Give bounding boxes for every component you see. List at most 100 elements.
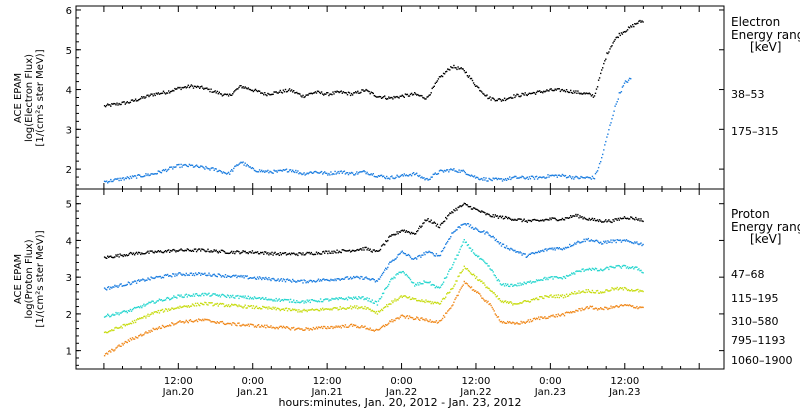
data-point xyxy=(618,306,620,308)
data-point xyxy=(455,297,457,299)
data-point xyxy=(373,310,375,313)
data-point xyxy=(215,168,217,170)
data-point xyxy=(154,302,156,304)
data-point xyxy=(263,170,265,172)
data-point xyxy=(405,93,408,96)
data-point xyxy=(373,279,375,281)
data-point xyxy=(446,312,448,314)
data-point xyxy=(181,166,183,168)
data-point xyxy=(295,301,297,304)
data-point xyxy=(109,316,111,318)
data-point xyxy=(351,325,354,327)
data-point xyxy=(213,293,215,295)
data-point xyxy=(502,301,505,304)
data-point xyxy=(171,90,173,92)
data-point xyxy=(418,94,420,97)
data-point xyxy=(511,283,513,286)
data-point xyxy=(122,177,124,179)
data-point xyxy=(528,281,531,283)
data-point xyxy=(424,301,426,304)
data-point xyxy=(211,251,213,253)
data-point xyxy=(638,268,640,270)
data-point xyxy=(524,220,526,222)
data-point xyxy=(214,293,216,295)
data-point xyxy=(575,293,577,295)
data-point xyxy=(492,235,494,238)
data-point xyxy=(483,260,485,262)
data-point xyxy=(119,103,121,106)
data-point xyxy=(261,169,263,172)
data-point xyxy=(258,253,261,255)
data-point xyxy=(137,253,139,255)
data-point xyxy=(524,282,526,285)
data-point xyxy=(584,217,586,220)
data-point xyxy=(513,219,515,221)
data-point xyxy=(200,274,202,276)
data-point xyxy=(161,300,164,302)
data-point xyxy=(182,321,184,323)
data-point xyxy=(627,304,630,307)
data-point xyxy=(293,171,295,173)
data-point xyxy=(240,295,242,298)
data-point xyxy=(283,91,286,93)
data-point xyxy=(583,309,585,311)
data-point xyxy=(540,296,542,298)
data-point xyxy=(445,216,447,219)
data-point xyxy=(443,316,446,318)
data-point xyxy=(252,298,255,300)
data-point xyxy=(525,283,527,285)
data-point xyxy=(473,275,476,277)
data-point xyxy=(600,220,602,222)
data-point xyxy=(447,273,449,275)
data-point xyxy=(153,328,155,331)
data-point xyxy=(200,165,202,167)
data-point xyxy=(324,308,326,310)
data-point xyxy=(488,97,490,99)
data-point xyxy=(332,279,334,281)
data-point xyxy=(367,90,369,92)
data-point xyxy=(577,310,579,312)
data-point xyxy=(638,218,640,220)
data-point xyxy=(611,307,613,309)
data-point xyxy=(590,178,593,180)
data-point xyxy=(171,297,173,300)
data-point xyxy=(139,317,141,319)
data-point xyxy=(632,290,634,292)
data-point xyxy=(466,244,469,247)
data-point xyxy=(582,309,584,311)
data-point xyxy=(366,249,368,251)
data-point xyxy=(526,300,528,302)
data-point xyxy=(521,175,523,177)
data-point xyxy=(375,250,378,252)
data-point xyxy=(531,219,534,221)
data-point xyxy=(266,94,268,97)
data-point xyxy=(190,305,193,307)
data-point xyxy=(296,171,298,174)
data-point xyxy=(437,226,440,228)
data-point xyxy=(509,321,511,323)
data-point xyxy=(316,90,319,92)
data-point xyxy=(442,221,445,223)
data-point xyxy=(345,308,348,310)
data-point xyxy=(404,295,407,297)
data-point xyxy=(249,166,251,168)
data-point xyxy=(129,251,132,254)
data-point xyxy=(206,167,208,169)
data-point xyxy=(245,165,247,167)
data-point xyxy=(471,249,474,251)
data-point xyxy=(205,274,207,276)
data-point xyxy=(362,326,364,328)
data-point xyxy=(170,166,172,168)
data-point xyxy=(175,307,177,310)
data-point xyxy=(445,312,447,314)
data-point xyxy=(623,82,626,84)
data-point xyxy=(316,253,319,255)
data-point xyxy=(279,279,281,281)
data-point xyxy=(218,303,220,305)
data-point xyxy=(382,271,385,273)
data-point xyxy=(185,272,187,275)
data-point xyxy=(443,298,446,300)
data-point xyxy=(542,219,544,221)
data-point xyxy=(628,266,631,269)
data-point xyxy=(349,251,352,253)
